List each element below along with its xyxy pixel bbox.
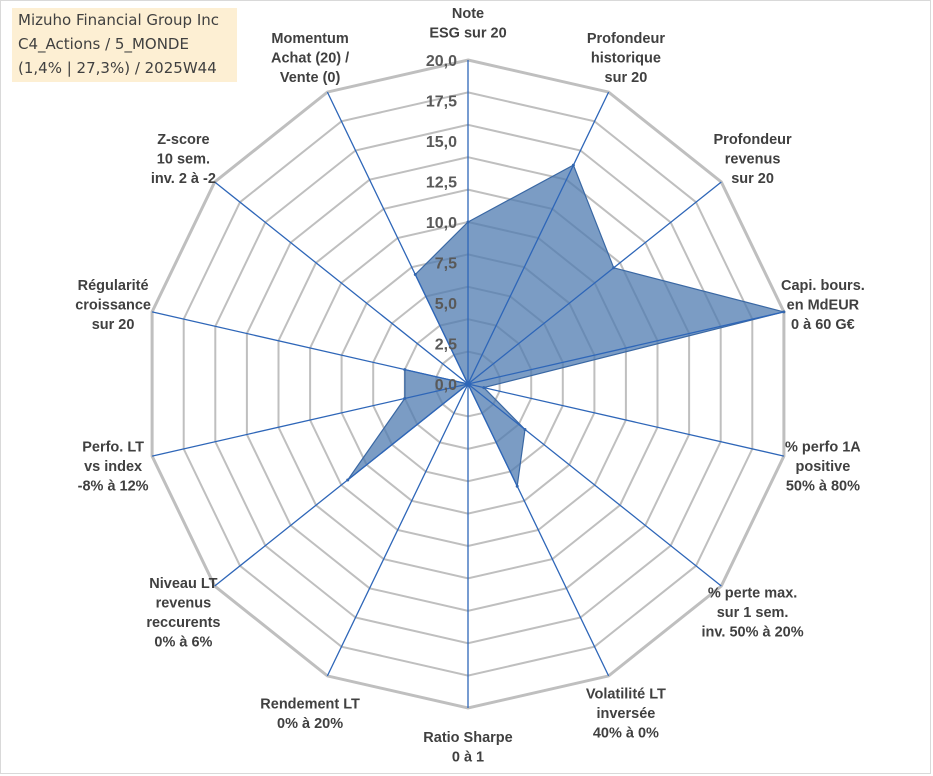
axis-spoke-8 xyxy=(326,383,469,677)
axis-label-1-line-0: Profondeur xyxy=(587,31,665,47)
axis-label-3: Capi. bours. en MdEUR 0 à 60 G€ xyxy=(781,278,865,333)
title-line-company: Mizuho Financial Group Inc xyxy=(18,11,220,29)
axis-label-6-line-0: Volatilité LT xyxy=(586,687,666,703)
tick-label-0: 0,0 xyxy=(435,377,457,394)
axis-spoke-1 xyxy=(467,91,610,385)
axis-label-10: Perfo. LT vs index -8% à 12% xyxy=(78,440,149,495)
tick-label-4: 10,0 xyxy=(426,215,457,232)
axis-label-8-line-0: Rendement LT xyxy=(260,697,360,713)
axis-label-9-line-3: 0% à 6% xyxy=(154,635,212,651)
axis-label-1-line-2: sur 20 xyxy=(605,70,648,86)
axis-label-11-line-2: sur 20 xyxy=(92,317,135,333)
axis-label-10-line-1: vs index xyxy=(84,459,142,475)
axis-label-2: Profondeur revenus sur 20 xyxy=(714,132,792,187)
tick-label-1: 2,5 xyxy=(435,337,457,354)
chart-title-box: Mizuho Financial Group Inc C4_Actions / … xyxy=(12,8,237,82)
axis-label-5-line-0: % perte max. xyxy=(708,586,797,602)
axis-label-11: Régularité croissance sur 20 xyxy=(75,278,151,333)
axis-label-13-line-0: Momentum xyxy=(271,31,348,47)
title-line-period: (1,4% | 27,3%) / 2025W44 xyxy=(18,59,217,77)
axis-spoke-3 xyxy=(467,311,785,385)
axis-label-13: Momentum Achat (20) / Vente (0) xyxy=(271,31,349,86)
axis-label-2-line-2: sur 20 xyxy=(731,171,774,187)
axis-label-3-line-0: Capi. bours. xyxy=(781,278,865,294)
axis-label-12-line-1: 10 sem. xyxy=(157,151,210,167)
tick-label-2: 5,0 xyxy=(435,296,457,313)
axis-spoke-10 xyxy=(151,383,469,457)
axis-label-12-line-0: Z-score xyxy=(157,132,209,148)
axis-label-7-line-1: 0 à 1 xyxy=(452,750,484,766)
axis-spoke-12 xyxy=(214,181,469,385)
axis-label-9-line-1: revenus xyxy=(156,596,212,612)
tick-label-7: 17,5 xyxy=(426,94,457,111)
axis-label-3-line-2: 0 à 60 G€ xyxy=(791,317,855,333)
data-layer xyxy=(346,163,786,489)
axis-label-6-line-1: inversée xyxy=(596,706,655,722)
axis-label-12-line-2: inv. 2 à -2 xyxy=(151,171,216,187)
axis-label-13-line-2: Vente (0) xyxy=(280,70,341,86)
axis-label-1-line-1: historique xyxy=(591,50,661,66)
axis-spoke-4 xyxy=(467,383,785,457)
axis-label-0: Note ESG sur 20 xyxy=(429,6,506,42)
axis-label-4-line-0: % perfo 1A xyxy=(785,440,861,456)
axis-label-10-line-0: Perfo. LT xyxy=(82,440,144,456)
axis-label-11-line-0: Régularité xyxy=(78,278,149,294)
spoke-layer xyxy=(151,60,785,708)
axis-label-4-line-2: 50% à 80% xyxy=(786,479,860,495)
axis-label-2-line-1: revenus xyxy=(725,151,781,167)
axis-label-5-line-1: sur 1 sem. xyxy=(717,605,789,621)
axis-spoke-6 xyxy=(467,383,610,677)
axis-label-3-line-1: en MdEUR xyxy=(787,297,860,313)
axis-label-5: % perte max. sur 1 sem. inv. 50% à 20% xyxy=(702,586,804,641)
axis-label-5-line-2: inv. 50% à 20% xyxy=(702,625,804,641)
tick-label-3: 7,5 xyxy=(435,256,457,273)
axis-label-6-line-2: 40% à 0% xyxy=(593,726,659,742)
axis-label-7-line-0: Ratio Sharpe xyxy=(423,730,512,746)
axis-spoke-9 xyxy=(214,383,469,587)
axis-label-2-line-0: Profondeur xyxy=(714,132,792,148)
axis-spoke-2 xyxy=(467,181,722,385)
title-line-category: C4_Actions / 5_MONDE xyxy=(18,35,189,53)
tick-label-6: 15,0 xyxy=(426,134,457,151)
series-area xyxy=(347,164,785,489)
axis-label-11-line-1: croissance xyxy=(75,297,151,313)
axis-label-9: Niveau LT revenus reccurents 0% à 6% xyxy=(146,576,220,651)
axis-label-0-line-0: Note xyxy=(452,6,484,22)
tick-layer: 0,0 2,5 5,0 7,5 10,0 12,5 15,0 17,5 20,0 xyxy=(426,53,457,394)
axis-spoke-13 xyxy=(326,91,469,385)
axis-label-0-line-1: ESG sur 20 xyxy=(429,26,506,42)
axis-spoke-5 xyxy=(467,383,722,587)
axis-label-6: Volatilité LT inversée 40% à 0% xyxy=(586,687,666,742)
axis-label-8-line-1: 0% à 20% xyxy=(277,716,343,732)
tick-label-5: 12,5 xyxy=(426,175,457,192)
axis-label-4-line-1: positive xyxy=(796,459,851,475)
axis-spoke-11 xyxy=(151,311,469,385)
axis-label-7: Ratio Sharpe 0 à 1 xyxy=(423,730,512,766)
axis-label-1: Profondeur historique sur 20 xyxy=(587,31,665,86)
label-layer: Note ESG sur 20 Profondeur historique sur 20… xyxy=(75,6,865,766)
axis-label-8: Rendement LT 0% à 20% xyxy=(260,697,360,733)
axis-label-9-line-0: Niveau LT xyxy=(149,576,217,592)
tick-label-8: 20,0 xyxy=(426,53,457,70)
axis-label-13-line-1: Achat (20) / xyxy=(271,50,349,66)
axis-label-12: Z-score 10 sem. inv. 2 à -2 xyxy=(151,132,216,187)
axis-label-4: % perfo 1A positive 50% à 80% xyxy=(785,440,861,495)
axis-label-9-line-2: reccurents xyxy=(146,615,220,631)
axis-label-10-line-2: -8% à 12% xyxy=(78,479,149,495)
